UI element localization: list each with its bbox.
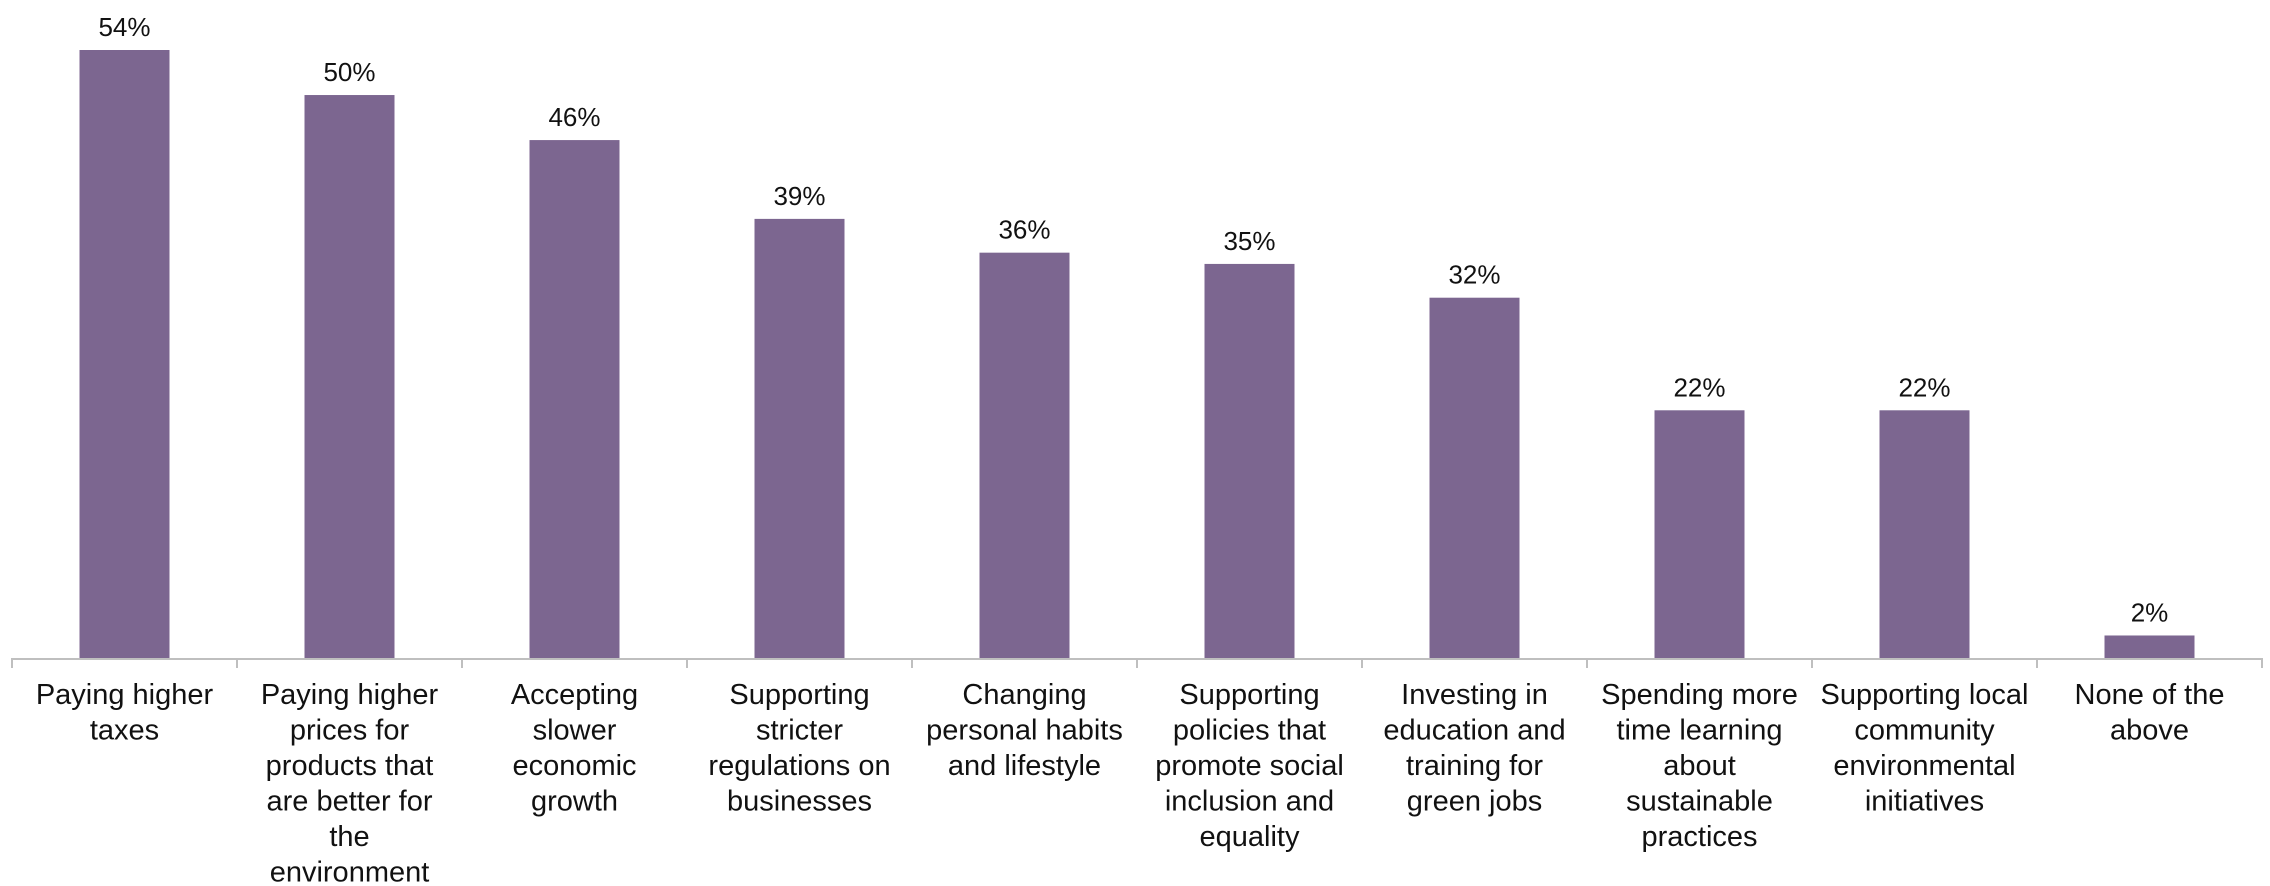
data-label: 35%: [1223, 226, 1275, 256]
value-labels: 54% 50% 46% 39% 36% 35% 32% 22% 22% 2%: [98, 12, 2168, 627]
data-label: 46%: [548, 102, 600, 132]
bar: [304, 95, 395, 658]
x-tick-label: None of the above: [2075, 679, 2225, 747]
x-tick-label: Paying higher taxes: [36, 679, 214, 747]
data-label: 22%: [1673, 372, 1725, 402]
bar: [979, 252, 1070, 658]
bar: [2104, 635, 2195, 658]
x-tick-label: Supporting policies that promote social inc…: [1155, 679, 1344, 853]
data-label: 36%: [998, 215, 1050, 245]
bar: [754, 218, 845, 658]
bar: [1654, 410, 1745, 658]
bar: [79, 50, 170, 658]
bars-layer: [79, 50, 2195, 658]
bar: [1204, 263, 1295, 658]
data-label: 50%: [323, 57, 375, 87]
category-labels: Paying higher taxes Paying higher prices fo…: [36, 679, 2225, 886]
x-tick-label: Spending more time learning about sustainab…: [1601, 679, 1798, 853]
x-tick-label: Paying higher prices for products that are …: [261, 679, 439, 886]
x-tick-label: Investing in education and training for gre…: [1383, 679, 1565, 818]
x-axis-ticks: [11, 658, 2263, 668]
data-label: 2%: [2131, 597, 2169, 627]
x-tick-label: Accepting slower economic growth: [511, 679, 638, 818]
bar: [1879, 410, 1970, 658]
data-label: 54%: [98, 12, 150, 42]
bar: [529, 140, 620, 658]
data-label: 32%: [1448, 260, 1500, 290]
x-tick-label: Supporting local community environmental in…: [1821, 679, 2029, 818]
bar: [1429, 297, 1520, 658]
data-label: 22%: [1898, 372, 1950, 402]
x-tick-label: Supporting stricter regulations on business…: [708, 679, 890, 818]
data-label: 39%: [773, 181, 825, 211]
x-tick-label: Changing personal habits and lifestyle: [926, 679, 1123, 782]
